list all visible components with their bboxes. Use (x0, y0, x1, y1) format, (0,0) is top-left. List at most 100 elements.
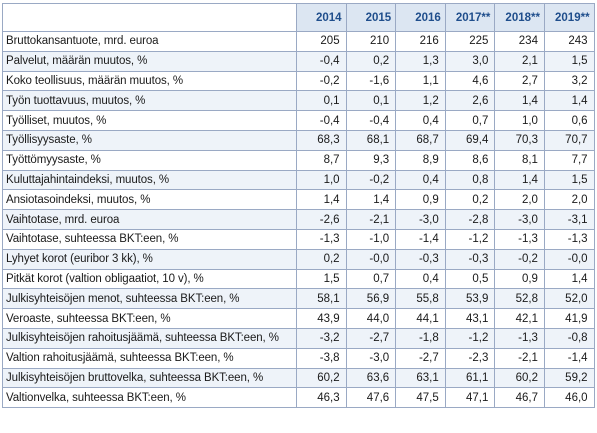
row-label: Valtionvelka, suhteessa BKT:een, % (2, 387, 297, 409)
header-label-cell (2, 3, 297, 32)
row-value: 0,4 (395, 110, 446, 131)
row-value: 2,6 (444, 90, 496, 112)
row-label: Veroaste, suhteessa BKT:een, % (2, 308, 297, 329)
row-value: 8,6 (444, 149, 496, 171)
row-value: 63,6 (345, 367, 397, 389)
row-value: 52,0 (543, 288, 595, 310)
row-value: -1,6 (345, 70, 397, 92)
row-value: 0,2 (296, 248, 347, 270)
row-value: 1,0 (296, 169, 347, 191)
row-value: -0,3 (395, 248, 446, 270)
row-label: Pitkät korot (valtion obligaatiot, 10 v)… (2, 268, 297, 290)
row-value: 243 (543, 31, 595, 52)
row-value: 2,1 (494, 50, 545, 72)
row-value: -3,0 (395, 209, 446, 230)
row-value: -1,0 (345, 228, 397, 250)
row-value: -0,2 (494, 248, 545, 270)
row-value: -2,7 (395, 347, 446, 369)
table-row: Veroaste, suhteessa BKT:een, % 43,9 44,0 44… (2, 308, 595, 329)
row-value: 42,1 (494, 308, 545, 329)
row-value: -3,0 (494, 209, 545, 230)
row-value: 0,9 (395, 189, 446, 211)
row-value: 0,2 (444, 189, 496, 211)
row-label: Lyhyet korot (euribor 3 kk), % (2, 248, 297, 270)
row-value: 8,9 (395, 149, 446, 171)
row-value: 0,9 (494, 268, 545, 290)
row-value: 4,6 (444, 70, 496, 92)
row-value: 44,0 (345, 308, 397, 329)
table-row: Valtion rahoitusjäämä, suhteessa BKT:een… (2, 347, 595, 369)
row-value: 1,5 (543, 50, 595, 72)
row-value: 47,6 (345, 387, 397, 409)
row-value: -1,4 (395, 228, 446, 250)
row-value: 0,4 (395, 169, 446, 191)
row-value: 60,2 (296, 367, 347, 389)
row-value: -3,2 (296, 327, 347, 349)
row-value: 1,4 (296, 189, 347, 211)
row-value: -0,4 (296, 50, 347, 72)
row-value: -3,1 (543, 209, 595, 230)
row-label: Kuluttajahintaindeksi, muutos, % (2, 169, 297, 191)
row-value: 205 (296, 31, 347, 52)
row-value: -0,2 (345, 169, 397, 191)
header-year: 2018** (494, 3, 545, 32)
row-value: -1,3 (296, 228, 347, 250)
row-value: -0,8 (543, 327, 595, 349)
header-year: 2019** (543, 3, 595, 32)
row-value: -3,8 (296, 347, 347, 369)
row-value: -0,0 (543, 248, 595, 270)
row-value: 47,5 (395, 387, 446, 409)
row-value: -2,1 (345, 209, 397, 230)
row-value: 0,5 (444, 268, 496, 290)
row-value: -0,2 (296, 70, 347, 92)
table-row: Valtionvelka, suhteessa BKT:een, % 46,3 47… (2, 387, 595, 409)
row-label: Bruttokansantuote, mrd. euroa (2, 31, 297, 52)
row-label: Palvelut, määrän muutos, % (2, 50, 297, 72)
row-value: 52,8 (494, 288, 545, 310)
row-label: Vaihtotase, suhteessa BKT:een, % (2, 228, 297, 250)
row-value: 44,1 (395, 308, 446, 329)
table-row: Julkisyhteisöjen menot, suhteessa BKT:ee… (2, 288, 595, 310)
row-value: 2,7 (494, 70, 545, 92)
table-row: Julkisyhteisöjen rahoitusjäämä, suhteess… (2, 327, 595, 349)
table-row: Julkisyhteisöjen bruttovelka, suhteessa … (2, 367, 595, 389)
row-value: 53,9 (444, 288, 496, 310)
row-value: 0,1 (345, 90, 397, 112)
row-value: -0,4 (296, 110, 347, 131)
row-value: 1,4 (494, 90, 545, 112)
row-value: 41,9 (543, 308, 595, 329)
row-value: -1,2 (444, 327, 496, 349)
row-value: 0,2 (345, 50, 397, 72)
row-value: 70,7 (543, 129, 595, 151)
row-value: -1,3 (494, 228, 545, 250)
table-row: Työn tuottavuus, muutos, % 0,1 0,1 1,2 2,6 1,… (2, 90, 595, 112)
row-value: 1,2 (395, 90, 446, 112)
row-value: 63,1 (395, 367, 446, 389)
row-value: 0,7 (444, 110, 496, 131)
row-value: -1,8 (395, 327, 446, 349)
row-value: 68,1 (345, 129, 397, 151)
row-label: Työllisyysaste, % (2, 129, 297, 151)
row-value: 8,7 (296, 149, 347, 171)
row-value: 1,5 (543, 169, 595, 191)
row-value: 3,0 (444, 50, 496, 72)
row-value: 60,2 (494, 367, 545, 389)
table-row: Työllisyysaste, % 68,3 68,1 68,7 69,4 70,3 70,… (2, 129, 595, 151)
row-value: 7,7 (543, 149, 595, 171)
row-value: -2,8 (444, 209, 496, 230)
row-value: -2,3 (444, 347, 496, 369)
row-value: 225 (444, 31, 496, 52)
table-row: Bruttokansantuote, mrd. euroa 205 210 216 22… (2, 31, 595, 52)
row-value: 3,2 (543, 70, 595, 92)
forecast-table: 2014 2015 2016 2017** 2018** 2019** Brut… (2, 3, 595, 409)
row-label: Ansiotasoindeksi, muutos, % (2, 189, 297, 211)
row-value: 59,2 (543, 367, 595, 389)
row-label: Työn tuottavuus, muutos, % (2, 90, 297, 112)
row-value: 1,5 (296, 268, 347, 290)
table-row: Lyhyet korot (euribor 3 kk), % 0,2 -0,0 -0,… (2, 248, 595, 270)
row-value: 61,1 (444, 367, 496, 389)
header-year: 2016 (395, 3, 446, 32)
row-value: 216 (395, 31, 446, 52)
row-value: 1,0 (494, 110, 545, 131)
row-value: -2,1 (494, 347, 545, 369)
